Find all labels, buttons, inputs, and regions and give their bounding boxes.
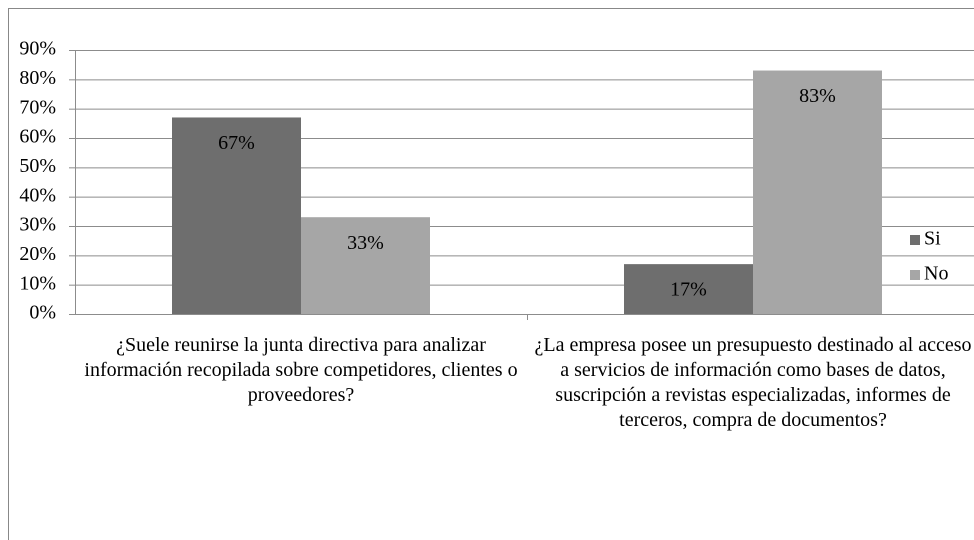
legend-swatch: [910, 270, 920, 280]
y-tick-label: 40%: [19, 184, 56, 206]
y-tick-label: 80%: [19, 67, 56, 89]
y-tick-label: 60%: [19, 126, 56, 148]
bar: [624, 264, 753, 314]
x-tick-label: ¿La empresa posee un presupuesto destina…: [534, 334, 972, 431]
y-tick-label: 30%: [19, 214, 56, 236]
y-tick-label: 70%: [19, 96, 56, 118]
y-tick-label: 0%: [29, 302, 56, 324]
y-tick-label: 50%: [19, 155, 56, 177]
y-tick-label: 90%: [19, 38, 56, 60]
bar: [301, 217, 430, 314]
bar: [753, 70, 882, 315]
legend-label: No: [924, 263, 948, 285]
chart-border: [8, 8, 974, 540]
x-tick-label: ¿Suele reunirse la junta directiva para …: [84, 334, 518, 406]
data-label: 17%: [670, 279, 707, 301]
legend-swatch: [910, 235, 920, 245]
data-label: 83%: [799, 85, 836, 107]
legend-label: Si: [924, 228, 941, 250]
bar: [172, 117, 301, 314]
data-label: 67%: [218, 132, 255, 154]
y-tick-label: 20%: [19, 243, 56, 265]
data-label: 33%: [347, 232, 384, 254]
y-tick-label: 10%: [19, 272, 56, 294]
